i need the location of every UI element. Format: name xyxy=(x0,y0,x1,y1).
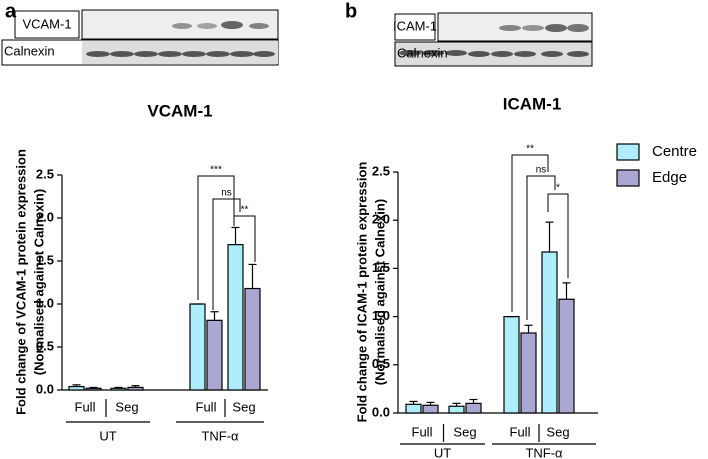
bar xyxy=(448,405,465,414)
bar xyxy=(244,287,261,391)
group-label: TNF-α xyxy=(525,445,563,459)
group-label: TNF-α xyxy=(201,428,239,443)
significance-bracket xyxy=(511,154,549,312)
chart-title: ICAM-1 xyxy=(503,94,562,113)
bar xyxy=(405,403,422,414)
bar xyxy=(422,404,439,414)
significance-label: ns xyxy=(221,188,232,199)
bar xyxy=(503,316,520,414)
group-label: UT xyxy=(434,445,451,459)
significance-label: ns xyxy=(536,165,547,176)
y-tick-label: 0.0 xyxy=(372,404,390,419)
x-tick-label: Full xyxy=(510,424,531,439)
bar xyxy=(520,332,537,414)
significance-label: ** xyxy=(241,205,249,216)
x-tick-label: Full xyxy=(75,399,96,414)
blot-label: Calnexin xyxy=(4,43,55,58)
bar xyxy=(558,298,575,414)
panel-label: b xyxy=(345,0,357,22)
blot-label: VCAM-1 xyxy=(22,16,71,31)
y-tick-label: 1.5 xyxy=(372,260,390,275)
bar xyxy=(189,303,206,391)
bar xyxy=(541,251,558,414)
panel-label: a xyxy=(5,0,17,22)
significance-label: * xyxy=(556,183,560,194)
y-axis-label: Fold change of ICAM-1 protein expression xyxy=(354,162,369,423)
significance-bracket xyxy=(526,175,556,320)
y-tick-label: 1.0 xyxy=(372,308,390,323)
bar xyxy=(227,244,244,391)
bar xyxy=(127,386,144,391)
significance-bracket xyxy=(547,193,569,278)
blot-a xyxy=(1,9,279,66)
x-tick-label: Seg xyxy=(453,424,476,439)
y-axis-label: (Normalised against Calnexin) xyxy=(372,199,387,385)
legend-swatch xyxy=(616,143,640,161)
significance-bracket xyxy=(197,175,235,300)
y-axis-label: (Normalised against Calnexin) xyxy=(31,189,46,375)
blot-label: ICAM-1 xyxy=(393,18,437,33)
significance-label: ** xyxy=(526,144,534,155)
bar xyxy=(110,387,127,391)
bar xyxy=(465,402,482,414)
y-tick-label: 2.5 xyxy=(36,166,54,181)
y-tick-label: 0.0 xyxy=(36,381,54,396)
y-tick-label: 0.5 xyxy=(36,338,54,353)
blot-label: Calnexin xyxy=(397,45,448,60)
significance-bracket xyxy=(233,215,256,262)
y-tick-label: 1.5 xyxy=(36,252,54,267)
y-tick-label: 2.0 xyxy=(372,212,390,227)
legend-swatch xyxy=(616,169,640,187)
chart-title: VCAM-1 xyxy=(147,101,212,120)
bar xyxy=(206,319,223,391)
bar xyxy=(85,387,102,391)
x-tick-label: Full xyxy=(412,424,433,439)
x-tick-label: Full xyxy=(196,399,217,414)
y-tick-label: 2.0 xyxy=(36,209,54,224)
blot-b xyxy=(394,12,593,67)
group-label: UT xyxy=(99,428,116,443)
bar xyxy=(68,385,85,391)
y-axis-label: Fold change of VCAM-1 protein expression xyxy=(13,149,28,415)
significance-bracket xyxy=(212,198,241,310)
legend-label: Centre xyxy=(652,143,697,160)
y-tick-label: 1.0 xyxy=(36,295,54,310)
significance-label: *** xyxy=(210,165,222,176)
x-tick-label: Seg xyxy=(232,399,255,414)
legend-label: Edge xyxy=(652,169,687,186)
y-tick-label: 2.5 xyxy=(372,163,390,178)
y-tick-label: 0.5 xyxy=(372,356,390,371)
x-tick-label: Seg xyxy=(115,399,138,414)
x-tick-label: Seg xyxy=(546,424,569,439)
